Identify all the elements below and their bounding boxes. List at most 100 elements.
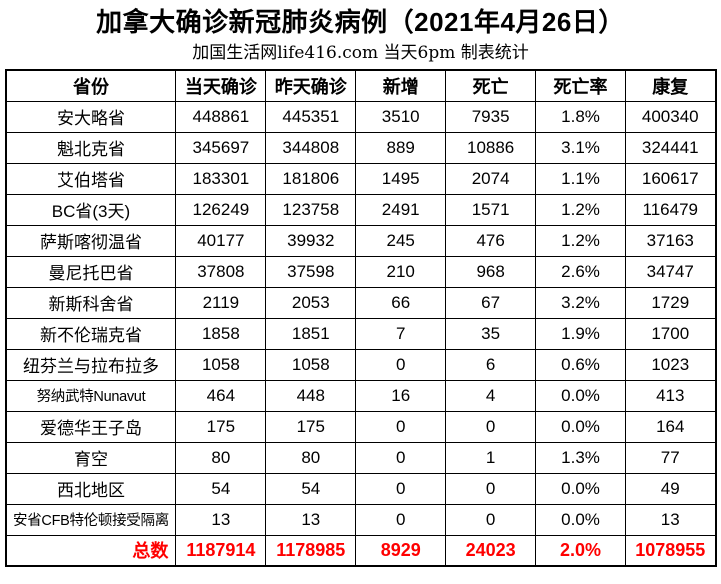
- cell-value: 1.8%: [535, 100, 627, 133]
- cell-value: 175: [175, 410, 267, 443]
- cell-value: 3.2%: [535, 286, 627, 319]
- cell-value: 3.1%: [535, 131, 627, 164]
- cell-value: 175: [265, 410, 357, 443]
- cell-value: 889: [355, 131, 447, 164]
- cell-value: 245: [355, 224, 447, 257]
- subtitle: 加国生活网life416.com 当天6pm 制表统计: [192, 43, 529, 63]
- cell-value: 400340: [625, 100, 716, 133]
- table-row: 努纳武特Nunavut 464 448 16 4 0.0% 413: [4, 379, 716, 412]
- column-header: 康复: [625, 69, 716, 102]
- cell-value: 66: [355, 286, 447, 319]
- cell-value: 448861: [175, 100, 267, 133]
- cell-value: 1571: [445, 193, 537, 226]
- cell-province: 安省CFB特伦顿接受隔离: [4, 503, 177, 536]
- table-row: 曼尼托巴省 37808 37598 210 968 2.6% 34747: [4, 255, 716, 288]
- page-title: 加拿大确诊新冠肺炎病例（2021年4月26日）: [96, 7, 625, 37]
- cell-province: 魁北克省: [4, 131, 177, 164]
- table-row: 育空 80 80 0 1 1.3% 77: [4, 441, 716, 474]
- cell-value: 0: [355, 348, 447, 381]
- cell-value: 37808: [175, 255, 267, 288]
- cell-value: 123758: [265, 193, 357, 226]
- table-row: BC省(3天) 126249 123758 2491 1571 1.2% 116479: [4, 193, 716, 226]
- total-value: 1178985: [265, 534, 357, 567]
- cell-value: 49: [625, 472, 716, 505]
- header-row: 省份 当天确诊 昨天确诊 新增 死亡 死亡率 康复: [4, 69, 716, 102]
- cell-value: 344808: [265, 131, 357, 164]
- total-value: 2.0%: [535, 534, 627, 567]
- cell-value: 126249: [175, 193, 267, 226]
- cell-province: 纽芬兰与拉布拉多: [4, 348, 177, 381]
- table-row: 萨斯喀彻温省 40177 39932 245 476 1.2% 37163: [4, 224, 716, 257]
- cell-province: 萨斯喀彻温省: [4, 224, 177, 257]
- cell-value: 1023: [625, 348, 716, 381]
- cell-province: 艾伯塔省: [4, 162, 177, 195]
- cell-value: 0: [355, 410, 447, 443]
- cell-value: 54: [175, 472, 267, 505]
- cell-value: 1.9%: [535, 317, 627, 350]
- cell-value: 13: [175, 503, 267, 536]
- cell-value: 40177: [175, 224, 267, 257]
- cell-value: 181806: [265, 162, 357, 195]
- cell-value: 34747: [625, 255, 716, 288]
- cell-province: 新不伦瑞克省: [4, 317, 177, 350]
- cell-value: 0.0%: [535, 503, 627, 536]
- total-value: 24023: [445, 534, 537, 567]
- cell-value: 0: [355, 472, 447, 505]
- cell-value: 0.0%: [535, 472, 627, 505]
- cell-value: 464: [175, 379, 267, 412]
- cell-value: 4: [445, 379, 537, 412]
- table-row: 纽芬兰与拉布拉多 1058 1058 0 6 0.6% 1023: [4, 348, 716, 381]
- cell-value: 1058: [175, 348, 267, 381]
- cell-value: 0.6%: [535, 348, 627, 381]
- cell-province: 努纳武特Nunavut: [4, 379, 177, 412]
- cell-value: 7935: [445, 100, 537, 133]
- covid-stats-table: 省份 当天确诊 昨天确诊 新增 死亡 死亡率 康复 安大略省 448861 445351 3510…: [4, 69, 717, 567]
- cell-value: 1058: [265, 348, 357, 381]
- cell-value: 67: [445, 286, 537, 319]
- cell-value: 16: [355, 379, 447, 412]
- cell-value: 968: [445, 255, 537, 288]
- cell-value: 3510: [355, 100, 447, 133]
- total-row: 总数 1187914 1178985 8929 24023 2.0% 1078955: [4, 534, 716, 567]
- table-row: 新斯科舍省 2119 2053 66 67 3.2% 1729: [4, 286, 716, 319]
- cell-province: 安大略省: [4, 100, 177, 133]
- cell-value: 2491: [355, 193, 447, 226]
- table-row: 安大略省 448861 445351 3510 7935 1.8% 400340: [4, 100, 716, 133]
- cell-value: 1851: [265, 317, 357, 350]
- cell-value: 164: [625, 410, 716, 443]
- cell-value: 0: [355, 441, 447, 474]
- cell-value: 160617: [625, 162, 716, 195]
- table-row: 新不伦瑞克省 1858 1851 7 35 1.9% 1700: [4, 317, 716, 350]
- column-header: 当天确诊: [175, 69, 267, 102]
- cell-value: 476: [445, 224, 537, 257]
- cell-value: 345697: [175, 131, 267, 164]
- cell-value: 448: [265, 379, 357, 412]
- table-row: 爱德华王子岛 175 175 0 0 0.0% 164: [4, 410, 716, 443]
- cell-value: 1858: [175, 317, 267, 350]
- table-row: 安省CFB特伦顿接受隔离 13 13 0 0 0.0% 13: [4, 503, 716, 536]
- cell-value: 1.1%: [535, 162, 627, 195]
- column-header: 死亡率: [535, 69, 627, 102]
- cell-value: 0: [355, 503, 447, 536]
- cell-value: 54: [265, 472, 357, 505]
- table-row: 艾伯塔省 183301 181806 1495 2074 1.1% 160617: [4, 162, 716, 195]
- column-header: 新增: [355, 69, 447, 102]
- total-label: 总数: [4, 534, 177, 567]
- column-header: 省份: [4, 69, 177, 102]
- cell-province: 育空: [4, 441, 177, 474]
- cell-value: 80: [265, 441, 357, 474]
- cell-value: 0.0%: [535, 379, 627, 412]
- cell-value: 0: [445, 410, 537, 443]
- cell-province: BC省(3天): [4, 193, 177, 226]
- cell-value: 2074: [445, 162, 537, 195]
- cell-value: 80: [175, 441, 267, 474]
- cell-value: 183301: [175, 162, 267, 195]
- cell-value: 116479: [625, 193, 716, 226]
- cell-value: 10886: [445, 131, 537, 164]
- table-row: 西北地区 54 54 0 0 0.0% 49: [4, 472, 716, 505]
- cell-value: 35: [445, 317, 537, 350]
- cell-value: 0: [445, 503, 537, 536]
- cell-value: 1.2%: [535, 224, 627, 257]
- cell-value: 1495: [355, 162, 447, 195]
